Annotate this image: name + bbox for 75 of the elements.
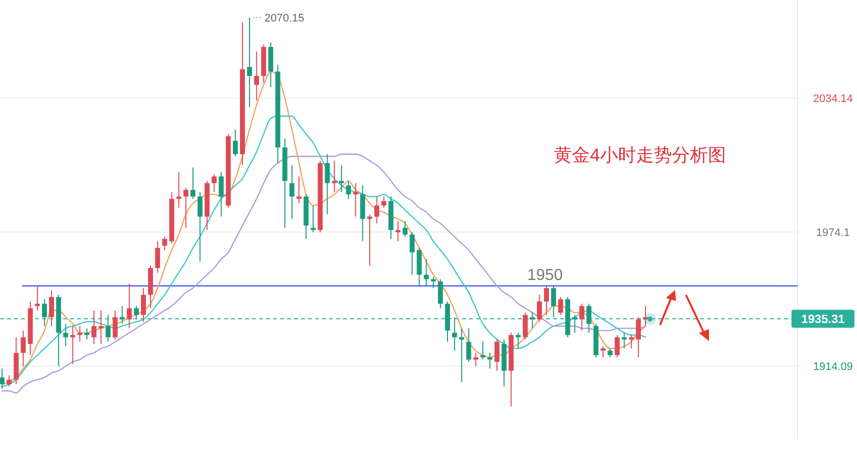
ref-line-label: 1935.31 bbox=[801, 312, 846, 326]
candlestick bbox=[77, 326, 82, 342]
candlestick bbox=[551, 285, 556, 318]
candlestick bbox=[381, 196, 386, 208]
candlestick bbox=[466, 328, 472, 362]
candlestick bbox=[452, 316, 458, 352]
candlestick bbox=[628, 334, 634, 349]
candlestick bbox=[614, 334, 620, 358]
candlestick bbox=[410, 232, 415, 276]
candlestick bbox=[516, 332, 521, 349]
candlestick bbox=[120, 305, 125, 324]
candlestick bbox=[530, 312, 535, 329]
candlestick bbox=[459, 328, 464, 382]
candlestick bbox=[254, 50, 260, 102]
candlestick bbox=[296, 176, 302, 204]
candlestick bbox=[600, 346, 606, 358]
candlestick bbox=[579, 303, 584, 332]
candlestick bbox=[198, 192, 202, 262]
candlestick bbox=[494, 338, 500, 372]
candlestick bbox=[20, 330, 26, 367]
candlestick bbox=[586, 303, 592, 334]
candlestick bbox=[0, 368, 5, 390]
candlestick bbox=[126, 283, 132, 329]
candlestick bbox=[84, 328, 90, 340]
candlestick bbox=[289, 164, 294, 220]
candlestick bbox=[247, 17, 252, 108]
candlestick bbox=[332, 160, 337, 193]
candlestick bbox=[6, 374, 12, 387]
candlestick bbox=[176, 171, 182, 208]
annotation: 2070.15 bbox=[264, 12, 304, 25]
text: 黄金4小时走势分析图 bbox=[554, 145, 726, 165]
candlestick bbox=[353, 182, 358, 218]
candlestick bbox=[190, 167, 196, 200]
candlestick bbox=[183, 187, 188, 228]
candlestick bbox=[70, 326, 76, 365]
candlestick bbox=[310, 204, 316, 233]
ref-line-label: 1950 bbox=[527, 266, 563, 284]
candlestick bbox=[480, 341, 486, 360]
candlestick bbox=[424, 258, 429, 286]
candlestick bbox=[49, 290, 54, 327]
candlestick bbox=[487, 352, 492, 370]
candlestick bbox=[338, 164, 344, 193]
candlestick bbox=[522, 312, 528, 340]
candlestick bbox=[558, 296, 564, 316]
candlestick bbox=[162, 236, 168, 251]
candlestick bbox=[374, 196, 380, 224]
candlestick bbox=[106, 314, 111, 342]
candlestick bbox=[63, 323, 68, 347]
candlestick bbox=[544, 285, 549, 316]
candlestick bbox=[324, 154, 330, 215]
candlestick bbox=[98, 310, 104, 344]
candlestick bbox=[636, 316, 641, 358]
candlestick bbox=[212, 174, 217, 193]
y-tick-label: 1914.09 bbox=[813, 361, 853, 374]
candlestick bbox=[473, 352, 478, 367]
candlestick bbox=[34, 285, 40, 311]
candlestick bbox=[402, 220, 408, 238]
candlestick bbox=[42, 298, 47, 327]
candlestick bbox=[367, 214, 372, 266]
candlestick bbox=[140, 288, 146, 322]
candlestick bbox=[438, 278, 443, 309]
candlestick bbox=[396, 220, 400, 242]
candlestick bbox=[430, 276, 436, 289]
candlestick bbox=[643, 305, 648, 327]
candlestick bbox=[155, 240, 160, 273]
candlestick bbox=[91, 310, 96, 344]
candlestick bbox=[218, 171, 224, 218]
candlestick bbox=[112, 310, 118, 340]
y-tick-label: 2034.14 bbox=[813, 92, 853, 105]
y-tick-label: 1974.1 bbox=[816, 227, 850, 240]
candlestick bbox=[346, 180, 351, 200]
candlestick bbox=[572, 314, 578, 334]
candlestick bbox=[134, 305, 139, 320]
candlestick bbox=[536, 294, 542, 322]
candlestick bbox=[232, 129, 238, 157]
